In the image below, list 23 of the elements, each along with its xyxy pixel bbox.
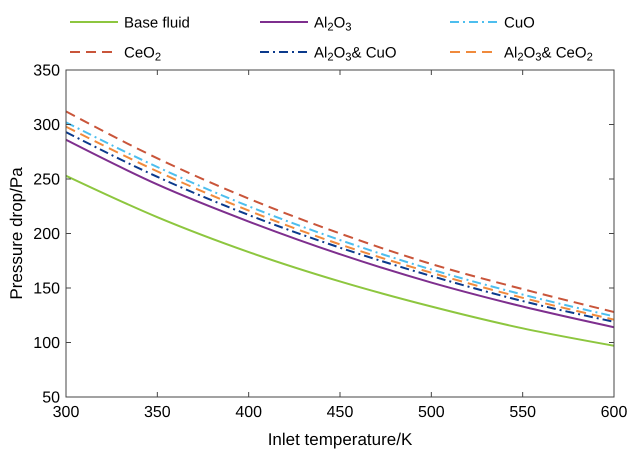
y-tick-label: 50 xyxy=(42,390,60,407)
y-tick-label: 150 xyxy=(33,280,60,298)
y-tick-label: 350 xyxy=(33,62,60,80)
x-tick-label: 400 xyxy=(235,404,262,421)
line-series xyxy=(66,174,614,347)
legend-label: Al$_{2}$O$_{3}$& CuO xyxy=(314,44,397,64)
legend-label: Al$_{2}$O$_{3}$ xyxy=(314,14,352,34)
legend-label: Base fluid xyxy=(124,14,190,32)
y-tick-label: 100 xyxy=(33,335,60,352)
x-tick-label: 600 xyxy=(600,404,628,421)
x-tick-label: 300 xyxy=(52,404,80,421)
y-tick-label: 300 xyxy=(33,117,60,134)
legend-label: CeO$_{2}$ xyxy=(124,44,162,64)
x-tick-label: 450 xyxy=(326,404,354,421)
x-axis-title: Inlet temperature/K xyxy=(268,430,413,449)
x-tick-label: 550 xyxy=(509,404,536,421)
legend-label: CuO xyxy=(504,14,535,32)
x-tick-label: 350 xyxy=(144,404,171,421)
y-axis-title: Pressure drop/Pa xyxy=(7,166,26,300)
legend-label: Al$_{2}$O$_{3}$& CeO$_{2}$ xyxy=(504,44,593,64)
y-tick-label: 250 xyxy=(33,172,60,189)
y-tick-label: 200 xyxy=(33,226,60,244)
x-tick-label: 500 xyxy=(418,404,445,421)
